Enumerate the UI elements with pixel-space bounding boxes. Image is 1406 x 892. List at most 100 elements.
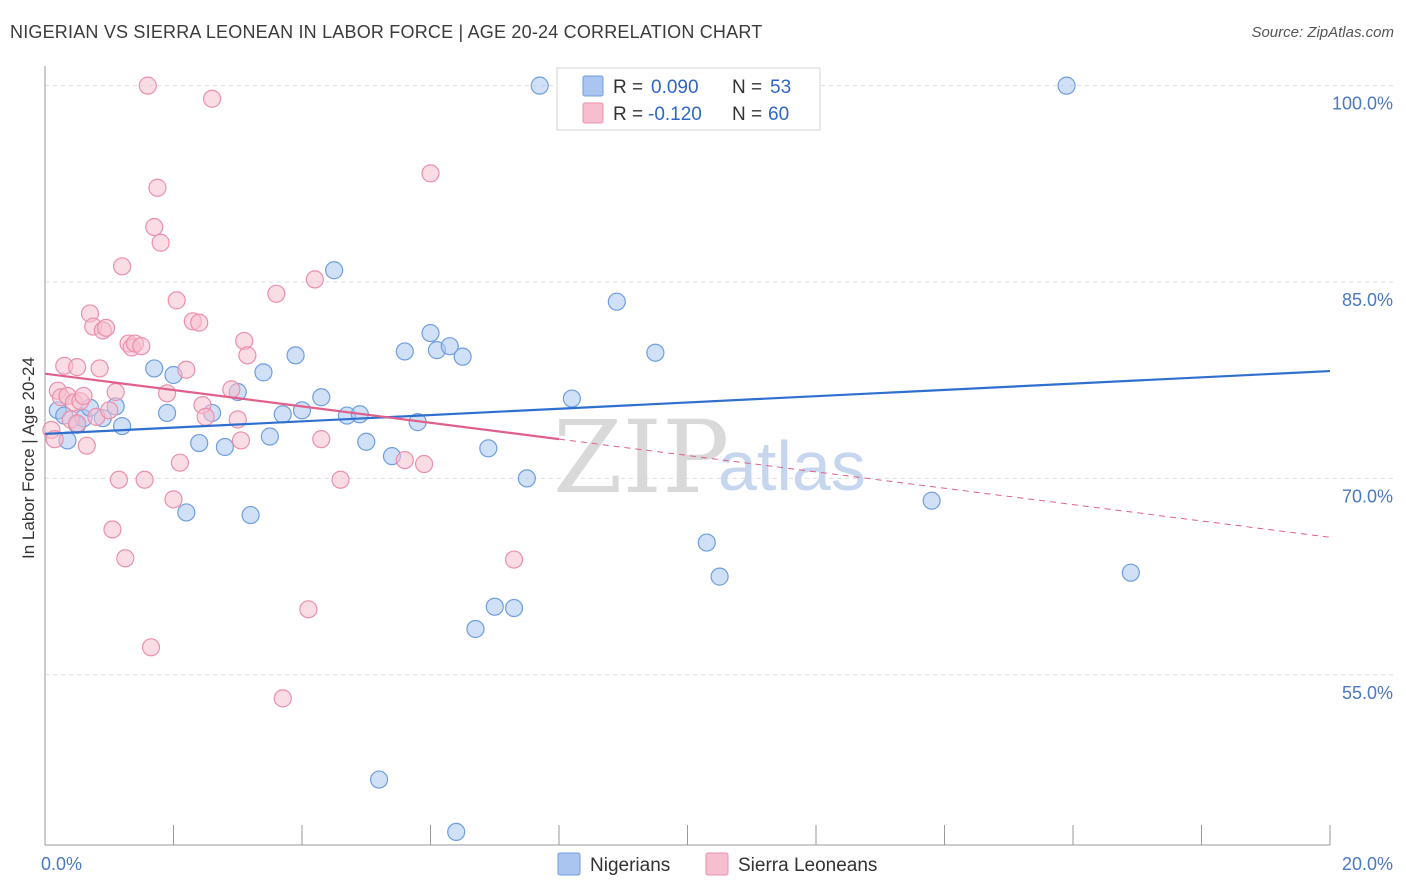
legend-r-label-sierra-leoneans: R = bbox=[613, 104, 643, 125]
point-sierra-leoneans-59 bbox=[68, 414, 87, 433]
point-nigerians-37 bbox=[466, 619, 485, 639]
point-sierra-leoneans-40 bbox=[190, 313, 209, 332]
point-sierra-leoneans-51 bbox=[299, 600, 318, 619]
point-nigerians-43 bbox=[562, 389, 581, 408]
point-nigerians-40 bbox=[504, 598, 524, 618]
point-sierra-leoneans-19 bbox=[103, 520, 122, 539]
y-tick-label-2: 70.0% bbox=[1342, 486, 1393, 506]
axes-layer bbox=[44, 66, 1331, 846]
point-sierra-leoneans-35 bbox=[164, 490, 183, 509]
point-sierra-leoneans-43 bbox=[202, 89, 222, 108]
point-nigerians-47 bbox=[697, 533, 716, 552]
point-nigerians-52 bbox=[1121, 563, 1140, 582]
trend-line-nigerians bbox=[44, 369, 1331, 435]
legend-swatch-nigerians bbox=[582, 75, 604, 97]
point-nigerians-50 bbox=[922, 491, 941, 510]
point-nigerians-45 bbox=[607, 292, 626, 311]
correlation-legend: R = 0.090 N = 53 R = -0.120 N = 60 bbox=[556, 67, 821, 131]
point-nigerians-30 bbox=[395, 342, 414, 361]
point-sierra-leoneans-38 bbox=[177, 360, 196, 379]
point-sierra-leoneans-36 bbox=[167, 291, 186, 310]
y-tick-label-0: 100.0% bbox=[1332, 94, 1393, 114]
legend-r-label-nigerians: R = bbox=[613, 77, 643, 98]
point-nigerians-28 bbox=[370, 770, 389, 789]
watermark-zip: ZIP bbox=[553, 399, 729, 516]
point-nigerians-17 bbox=[241, 505, 260, 525]
legend-swatch-sierra-leoneans bbox=[582, 102, 604, 124]
point-nigerians-20 bbox=[273, 405, 292, 424]
point-sierra-leoneans-42 bbox=[196, 407, 215, 426]
point-nigerians-36 bbox=[453, 347, 472, 366]
legend-n-label-nigerians: N = bbox=[732, 77, 762, 98]
point-nigerians-19 bbox=[260, 427, 279, 446]
point-nigerians-39 bbox=[485, 597, 504, 616]
point-sierra-leoneans-15 bbox=[90, 359, 109, 378]
points-layer bbox=[42, 76, 1140, 842]
point-nigerians-21 bbox=[286, 346, 305, 365]
point-sierra-leoneans-49 bbox=[267, 284, 286, 303]
point-sierra-leoneans-10 bbox=[74, 386, 93, 406]
point-sierra-leoneans-18 bbox=[100, 401, 119, 420]
point-sierra-leoneans-20 bbox=[106, 382, 125, 402]
point-sierra-leoneans-32 bbox=[148, 178, 167, 197]
point-nigerians-34 bbox=[440, 337, 459, 356]
point-sierra-leoneans-28 bbox=[135, 470, 154, 489]
grid-layer bbox=[45, 85, 1395, 676]
trend-layer bbox=[44, 369, 1331, 538]
legend-r-value-nigerians: 0.090 bbox=[651, 77, 699, 98]
point-nigerians-24 bbox=[325, 261, 344, 280]
series-legend: Nigerians Sierra Leoneans bbox=[557, 852, 877, 876]
legend-r-value-sierra-leoneans: -0.120 bbox=[648, 104, 702, 125]
point-nigerians-38 bbox=[479, 439, 498, 458]
point-nigerians-12 bbox=[177, 503, 196, 522]
series-legend-label-sierra-leoneans: Sierra Leoneans bbox=[738, 855, 877, 876]
series-legend-swatch-nigerians bbox=[557, 852, 581, 876]
point-nigerians-10 bbox=[157, 403, 177, 423]
y-axis-label: In Labor Force | Age 20-24 bbox=[19, 357, 38, 559]
point-nigerians-15 bbox=[215, 437, 234, 457]
point-nigerians-32 bbox=[421, 323, 440, 343]
point-nigerians-18 bbox=[254, 363, 273, 382]
point-sierra-leoneans-50 bbox=[273, 689, 292, 708]
y-tick-label-3: 55.0% bbox=[1342, 683, 1393, 703]
point-sierra-leoneans-57 bbox=[421, 164, 440, 183]
point-sierra-leoneans-58 bbox=[504, 550, 524, 569]
point-sierra-leoneans-1 bbox=[45, 430, 64, 449]
source-label: Source: ZipAtlas.com bbox=[1251, 24, 1394, 41]
watermark: ZIP atlas bbox=[553, 399, 866, 516]
legend-n-value-sierra-leoneans: 60 bbox=[768, 104, 789, 125]
point-sierra-leoneans-55 bbox=[395, 450, 414, 470]
point-nigerians-42 bbox=[530, 76, 549, 95]
point-nigerians-46 bbox=[646, 343, 665, 362]
point-nigerians-22 bbox=[292, 401, 312, 420]
watermark-atlas: atlas bbox=[718, 427, 866, 505]
point-sierra-leoneans-46 bbox=[231, 431, 251, 450]
point-sierra-leoneans-54 bbox=[331, 470, 350, 489]
legend-n-value-nigerians: 53 bbox=[770, 77, 791, 98]
y-tick-label-1: 85.0% bbox=[1342, 290, 1393, 310]
series-legend-label-nigerians: Nigerians bbox=[590, 855, 670, 876]
point-sierra-leoneans-33 bbox=[151, 233, 170, 252]
x-tick-label-0: 0.0% bbox=[41, 854, 82, 874]
point-sierra-leoneans-56 bbox=[414, 454, 434, 474]
point-sierra-leoneans-11 bbox=[77, 436, 96, 455]
point-sierra-leoneans-31 bbox=[145, 217, 164, 237]
point-nigerians-35 bbox=[447, 822, 466, 842]
point-sierra-leoneans-37 bbox=[170, 453, 190, 472]
point-sierra-leoneans-22 bbox=[112, 257, 132, 276]
tick-layer: 100.0% 85.0% 70.0% 55.0% 0.0% 20.0% bbox=[41, 94, 1393, 874]
point-sierra-leoneans-17 bbox=[96, 318, 116, 337]
point-nigerians-51 bbox=[1057, 76, 1076, 95]
point-sierra-leoneans-23 bbox=[116, 549, 135, 568]
series-legend-swatch-sierra-leoneans bbox=[705, 852, 729, 876]
point-sierra-leoneans-8 bbox=[68, 358, 87, 377]
point-nigerians-48 bbox=[710, 567, 729, 586]
legend-n-label-sierra-leoneans: N = bbox=[732, 104, 762, 125]
point-sierra-leoneans-21 bbox=[109, 470, 128, 489]
point-nigerians-41 bbox=[517, 469, 536, 488]
x-tick-label-1: 20.0% bbox=[1342, 854, 1393, 874]
trend-line-sierra-leoneans-extension bbox=[558, 438, 1331, 538]
point-sierra-leoneans-53 bbox=[312, 430, 331, 449]
point-sierra-leoneans-29 bbox=[138, 76, 157, 95]
